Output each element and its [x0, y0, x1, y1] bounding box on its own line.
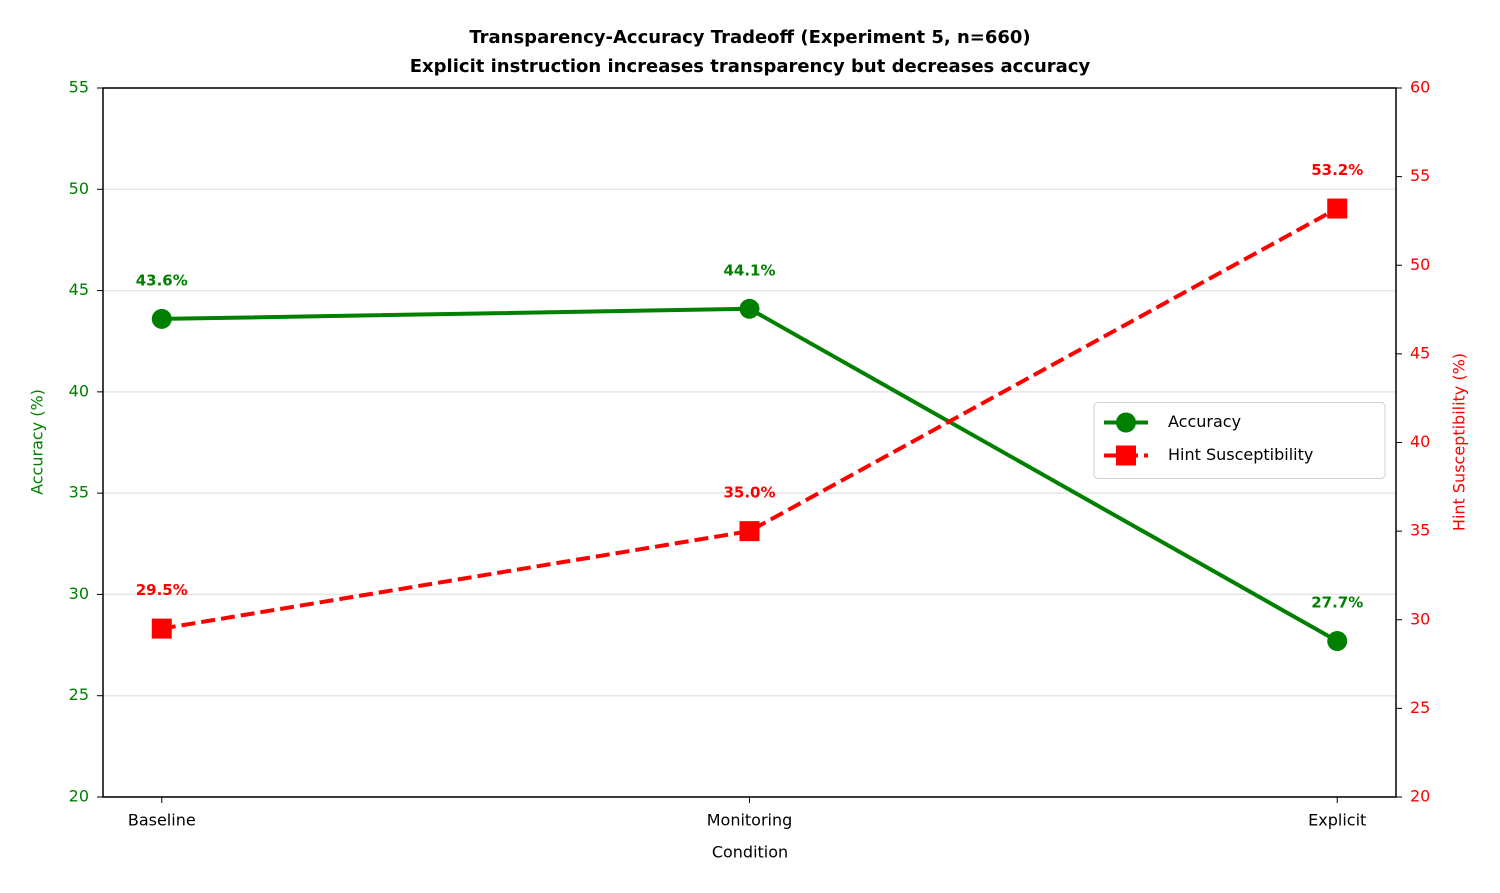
y-tick-label: 40 [69, 381, 89, 400]
y2-tick-label: 25 [1410, 698, 1430, 717]
data-label: 43.6% [136, 271, 188, 289]
legend-marker [1116, 445, 1136, 466]
y2-tick-label: 30 [1410, 609, 1430, 628]
y-tick-label: 35 [69, 483, 89, 502]
chart-title: Transparency-Accuracy Tradeoff (Experime… [469, 27, 1030, 48]
chart-subtitle: Explicit instruction increases transpare… [410, 56, 1091, 77]
legend-frame [1093, 402, 1386, 479]
legend: Accuracy Hint Susceptibility [1093, 402, 1386, 479]
y-tick-label: 30 [69, 584, 89, 603]
y2-tick-label: 20 [1410, 787, 1430, 806]
y2-tick-label: 35 [1410, 521, 1430, 540]
y2-tick-label: 60 [1410, 78, 1430, 97]
data-label: 44.1% [723, 261, 775, 279]
legend-label: Accuracy [1168, 412, 1241, 431]
y-tick-label: 20 [69, 787, 89, 806]
data-point [1327, 631, 1348, 652]
data-point [151, 618, 172, 639]
legend-marker [1116, 412, 1136, 433]
y2-tick-label: 50 [1410, 255, 1430, 274]
data-label: 27.7% [1311, 594, 1363, 612]
x-axis-label: Condition [712, 843, 788, 862]
y-tick-label: 25 [69, 685, 89, 704]
y-tick-label: 50 [69, 179, 89, 198]
y-axis-label: Accuracy (%) [28, 389, 47, 495]
data-label: 53.2% [1311, 161, 1363, 179]
legend-label: Hint Susceptibility [1168, 445, 1313, 464]
data-point [151, 308, 172, 329]
series-line [161, 206, 1339, 631]
x-tick-label: Explicit [1308, 811, 1366, 830]
y2-tick-label: 55 [1410, 166, 1430, 185]
x-tick-label: Monitoring [707, 811, 793, 830]
data-label: 29.5% [136, 581, 188, 599]
y2-tick-label: 40 [1410, 432, 1430, 451]
data-point [1327, 198, 1348, 219]
y2-axis-label: Hint Susceptibility (%) [1450, 353, 1469, 531]
data-point [739, 521, 760, 542]
data-point [739, 298, 760, 319]
data-label: 35.0% [723, 484, 775, 502]
y2-tick-label: 45 [1410, 343, 1430, 362]
y-tick-label: 45 [69, 280, 89, 299]
y-tick-label: 55 [69, 78, 89, 97]
x-tick-label: Baseline [128, 811, 196, 830]
